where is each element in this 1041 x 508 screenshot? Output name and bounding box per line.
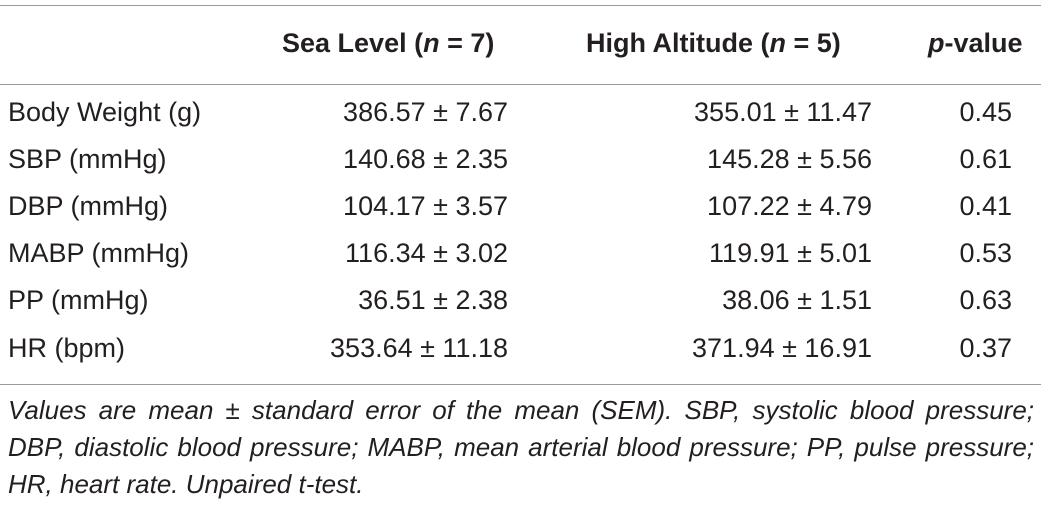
row-label: Body Weight (g) xyxy=(8,97,202,127)
header-rule xyxy=(0,84,1041,85)
header-sea-level-count: = 7) xyxy=(439,28,495,58)
row-high-altitude-value: 107.22 ± 4.79 xyxy=(707,191,872,221)
header-high-altitude-label: High Altitude xyxy=(586,28,753,58)
row-high-altitude-value: 371.94 ± 16.91 xyxy=(692,333,872,363)
header-high-altitude: High Altitude (n = 5) xyxy=(586,28,841,58)
row-high-altitude-value: 145.28 ± 5.56 xyxy=(707,144,872,174)
row-high-altitude-value: 38.06 ± 1.51 xyxy=(722,285,872,315)
row-p-value: 0.61 xyxy=(959,144,1012,174)
row-sea-level-value: 116.34 ± 3.02 xyxy=(345,238,508,268)
row-sea-level-value: 36.51 ± 2.38 xyxy=(358,285,508,315)
row-p-value: 0.37 xyxy=(959,333,1012,363)
row-sea-level-value: 104.17 ± 3.57 xyxy=(343,191,508,221)
row-high-altitude-value: 355.01 ± 11.47 xyxy=(694,97,872,127)
table-footnote: Values are mean ± standard error of the … xyxy=(8,395,1034,499)
row-label: SBP (mmHg) xyxy=(8,144,167,174)
header-high-altitude-n: n xyxy=(769,28,786,58)
table-bottom-rule xyxy=(0,384,1041,385)
row-label: MABP (mmHg) xyxy=(8,238,190,268)
header-p-value: p-value xyxy=(928,27,1023,59)
row-sea-level-value: 386.57 ± 7.67 xyxy=(343,97,508,127)
row-p-value: 0.53 xyxy=(959,238,1012,268)
row-p-value: 0.45 xyxy=(959,97,1012,127)
row-label: PP (mmHg) xyxy=(8,285,149,315)
row-sea-level-value: 140.68 ± 2.35 xyxy=(343,144,508,174)
row-p-value: 0.63 xyxy=(959,285,1012,315)
header-sea-level-n: n xyxy=(423,28,440,58)
header-p-value-rest: -value xyxy=(944,28,1023,58)
header-sea-level: Sea Level (n = 7) xyxy=(282,28,495,58)
header-p-value-p: p xyxy=(928,28,945,58)
row-p-value: 0.41 xyxy=(959,191,1012,221)
header-high-altitude-count: = 5) xyxy=(785,28,841,58)
row-sea-level-value: 353.64 ± 11.18 xyxy=(330,333,508,363)
header-sea-level-label: Sea Level xyxy=(282,28,407,58)
row-high-altitude-value: 119.91 ± 5.01 xyxy=(709,238,872,268)
row-label: HR (bpm) xyxy=(8,333,126,363)
table-top-rule xyxy=(0,5,1041,6)
row-label: DBP (mmHg) xyxy=(8,191,169,221)
